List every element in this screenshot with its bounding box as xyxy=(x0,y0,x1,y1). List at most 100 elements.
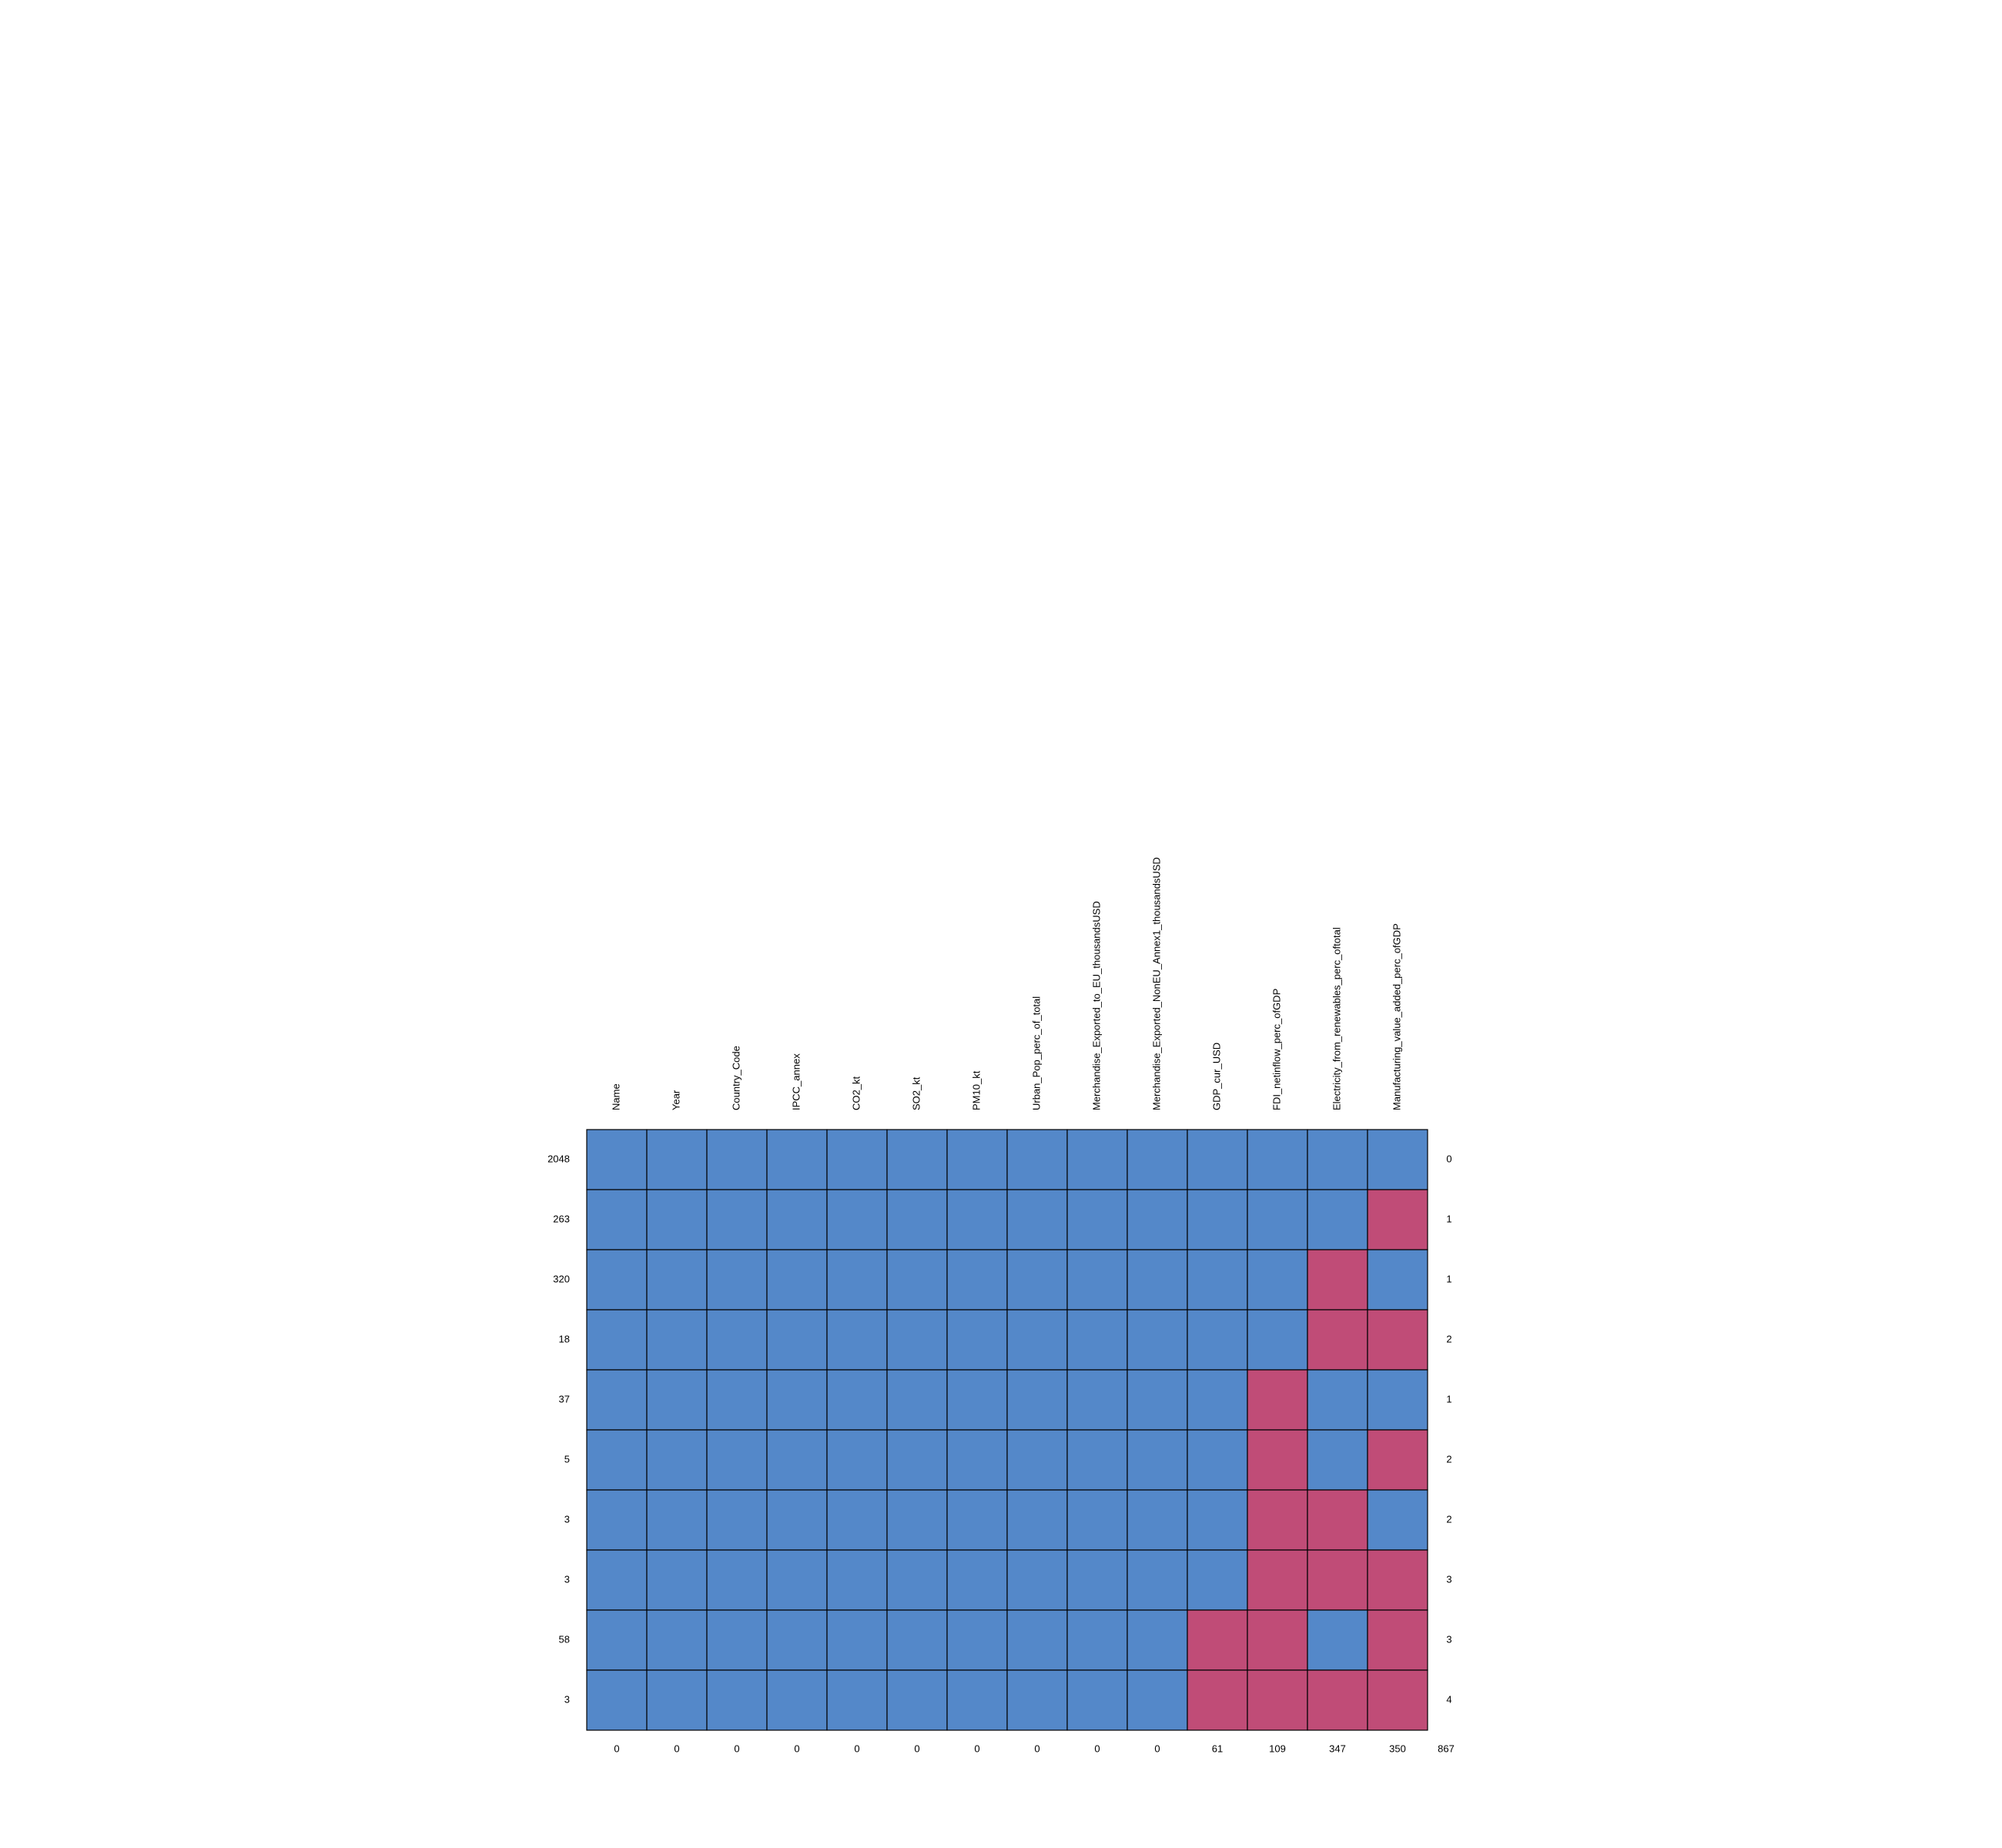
observed-cell xyxy=(586,1249,648,1311)
observed-cell xyxy=(1127,1129,1188,1190)
observed-cell xyxy=(646,1369,708,1431)
row-missing-label: 1 xyxy=(1446,1213,1451,1224)
observed-cell xyxy=(1006,1129,1068,1190)
column-label: Name xyxy=(610,1083,621,1110)
observed-cell xyxy=(946,1549,1008,1611)
observed-cell xyxy=(946,1189,1008,1250)
missing-cell xyxy=(1307,1489,1368,1551)
observed-cell xyxy=(586,1129,648,1190)
missing-cell xyxy=(1367,1669,1428,1731)
observed-cell xyxy=(1247,1309,1308,1371)
column-missing-label: 0 xyxy=(974,1743,979,1754)
observed-cell xyxy=(886,1189,948,1250)
observed-cell xyxy=(1187,1309,1248,1371)
observed-cell xyxy=(586,1429,648,1491)
observed-cell xyxy=(826,1669,888,1731)
column-missing-label: 0 xyxy=(914,1743,919,1754)
observed-cell xyxy=(1307,1429,1368,1491)
column-missing-label: 61 xyxy=(1212,1743,1223,1754)
observed-cell xyxy=(1006,1189,1068,1250)
column-label: Merchandise_Exported_to_EU_thousandsUSD xyxy=(1090,901,1102,1110)
missing-cell xyxy=(1187,1609,1248,1671)
observed-cell xyxy=(586,1669,648,1731)
row-count-labels: 2048 263 320 18 37 5 3 3 58 3 xyxy=(547,1153,570,1705)
observed-cell xyxy=(586,1309,648,1371)
observed-cell xyxy=(1066,1489,1128,1551)
observed-cell xyxy=(1006,1609,1068,1671)
observed-cell xyxy=(886,1369,948,1431)
missing-cell xyxy=(1367,1609,1428,1671)
missing-cell xyxy=(1367,1189,1428,1250)
observed-cell xyxy=(706,1309,768,1371)
observed-cell xyxy=(886,1549,948,1611)
observed-cell xyxy=(766,1489,828,1551)
column-label: Manufacturing_value_added_perc_ofGDP xyxy=(1391,923,1402,1110)
observed-cell xyxy=(946,1669,1008,1731)
observed-cell xyxy=(826,1129,888,1190)
observed-cell xyxy=(946,1369,1008,1431)
observed-cell xyxy=(646,1489,708,1551)
row-count-label: 18 xyxy=(559,1333,570,1344)
observed-cell xyxy=(646,1609,708,1671)
observed-cell xyxy=(1066,1369,1128,1431)
observed-cell xyxy=(1247,1249,1308,1311)
observed-cell xyxy=(1066,1549,1128,1611)
observed-cell xyxy=(706,1249,768,1311)
row-missing-label: 1 xyxy=(1446,1393,1451,1404)
column-label: CO2_kt xyxy=(850,1076,862,1110)
observed-cell xyxy=(826,1429,888,1491)
observed-cell xyxy=(766,1249,828,1311)
row-missing-label: 4 xyxy=(1446,1693,1451,1705)
observed-cell xyxy=(646,1249,708,1311)
observed-cell xyxy=(1367,1489,1428,1551)
observed-cell xyxy=(1187,1369,1248,1431)
observed-cell xyxy=(946,1489,1008,1551)
row-missing-label: 3 xyxy=(1446,1573,1451,1585)
observed-cell xyxy=(1066,1429,1128,1491)
observed-cell xyxy=(946,1429,1008,1491)
observed-cell xyxy=(1006,1249,1068,1311)
observed-cell xyxy=(826,1489,888,1551)
observed-cell xyxy=(586,1369,648,1431)
row-count-label: 58 xyxy=(559,1633,570,1645)
total-missing-label: 867 xyxy=(1438,1743,1455,1754)
missing-cell xyxy=(1367,1429,1428,1491)
observed-cell xyxy=(886,1429,948,1491)
observed-cell xyxy=(826,1249,888,1311)
observed-cell xyxy=(1127,1549,1188,1611)
missing-cell xyxy=(1307,1249,1368,1311)
column-missing-label: 0 xyxy=(1154,1743,1160,1754)
observed-cell xyxy=(826,1189,888,1250)
column-missing-label: 0 xyxy=(674,1743,679,1754)
observed-cell xyxy=(766,1309,828,1371)
missing-cell xyxy=(1307,1309,1368,1371)
column-label: Urban_Pop_perc_of_total xyxy=(1030,996,1042,1110)
observed-cell xyxy=(1066,1249,1128,1311)
missing-cell xyxy=(1247,1609,1308,1671)
observed-cell xyxy=(826,1369,888,1431)
observed-cell xyxy=(646,1309,708,1371)
column-label: Year xyxy=(670,1090,681,1110)
column-labels: Name Year Country_Code IPCC_annex CO2_kt SO2_… xyxy=(610,857,1402,1110)
column-missing-labels: 0 0 0 0 0 0 0 0 0 0 61 109 347 350 867 xyxy=(614,1743,1454,1754)
observed-cell xyxy=(946,1609,1008,1671)
pattern-cells xyxy=(586,1129,1428,1731)
observed-cell xyxy=(1066,1669,1128,1731)
row-missing-label: 2 xyxy=(1446,1513,1451,1525)
observed-cell xyxy=(1006,1549,1068,1611)
observed-cell xyxy=(586,1549,648,1611)
column-label: Merchandise_Exported_NonEU_Annex1_thousa… xyxy=(1150,857,1162,1110)
column-missing-label: 350 xyxy=(1389,1743,1406,1754)
observed-cell xyxy=(886,1609,948,1671)
missing-cell xyxy=(1307,1549,1368,1611)
row-missing-label: 3 xyxy=(1446,1633,1451,1645)
row-count-label: 263 xyxy=(553,1213,570,1224)
observed-cell xyxy=(1127,1429,1188,1491)
observed-cell xyxy=(1187,1549,1248,1611)
row-count-label: 3 xyxy=(564,1693,570,1705)
observed-cell xyxy=(1307,1369,1368,1431)
observed-cell xyxy=(886,1669,948,1731)
observed-cell xyxy=(1127,1669,1188,1731)
missing-cell xyxy=(1247,1669,1308,1731)
column-missing-label: 0 xyxy=(794,1743,799,1754)
